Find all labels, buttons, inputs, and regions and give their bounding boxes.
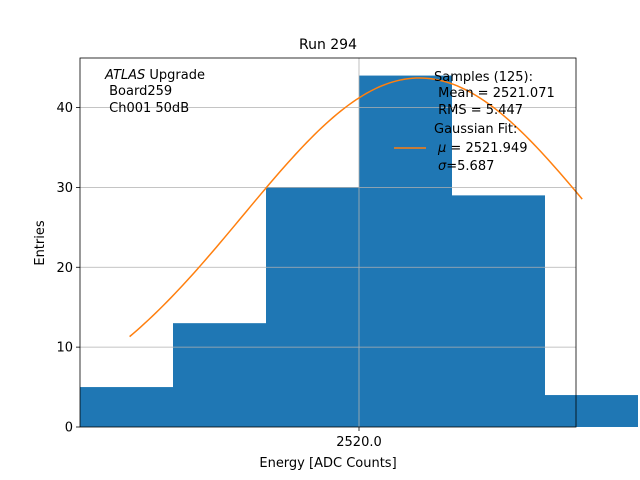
atlas-annotation: ATLAS Upgrade Board259 Ch001 50dB — [104, 68, 205, 116]
histogram-bar — [545, 395, 638, 427]
y-axis-label: Entries — [33, 220, 48, 266]
grid-lines — [80, 58, 576, 427]
y-tick-label: 30 — [56, 181, 73, 196]
atlas-label: ATLAS — [104, 68, 145, 83]
histogram-bar — [452, 195, 545, 427]
legend-samples-mean: Mean = 2521.071 — [434, 86, 555, 101]
y-tick-label: 20 — [56, 261, 73, 276]
legend-fit-sigma: σ=5.687 — [438, 159, 494, 174]
histogram-bars — [80, 75, 638, 428]
mu-value: = 2521.949 — [446, 141, 527, 156]
channel-label: Ch001 50dB — [105, 101, 189, 116]
y-tick-label: 0 — [65, 421, 73, 436]
histogram-bar — [266, 187, 359, 427]
upgrade-label: Upgrade — [145, 68, 205, 83]
gaussian-fit-curve — [129, 77, 583, 338]
legend-samples-title: Samples (125): — [434, 70, 533, 85]
histogram-bar — [359, 75, 452, 428]
x-axis-label: Energy [ADC Counts] — [259, 456, 396, 471]
legend-samples-rms: RMS = 5.447 — [434, 103, 523, 118]
svg-text:ATLAS Upgrade: ATLAS Upgrade — [104, 68, 205, 83]
histogram-bar — [173, 323, 266, 427]
y-tick-label: 10 — [56, 341, 73, 356]
chart-title: Run 294 — [299, 37, 357, 53]
y-tick-label: 40 — [56, 101, 73, 116]
mu-symbol: μ — [437, 141, 446, 156]
legend-fit-mu: μ = 2521.949 — [437, 141, 527, 156]
histogram-bar — [80, 387, 173, 427]
sigma-value: =5.687 — [446, 159, 494, 174]
legend-fit-title: Gaussian Fit: — [434, 122, 517, 137]
x-tick-label: 2520.0 — [336, 435, 382, 450]
plot-frame — [79, 57, 577, 428]
board-label: Board259 — [105, 84, 172, 99]
sigma-symbol: σ — [438, 159, 447, 174]
legend-samples-swatch — [404, 88, 424, 98]
axis-ticks: 0 10 20 30 40 2520.0 — [56, 101, 381, 450]
legend: Samples (125): Mean = 2521.071 RMS = 5.4… — [394, 70, 555, 174]
